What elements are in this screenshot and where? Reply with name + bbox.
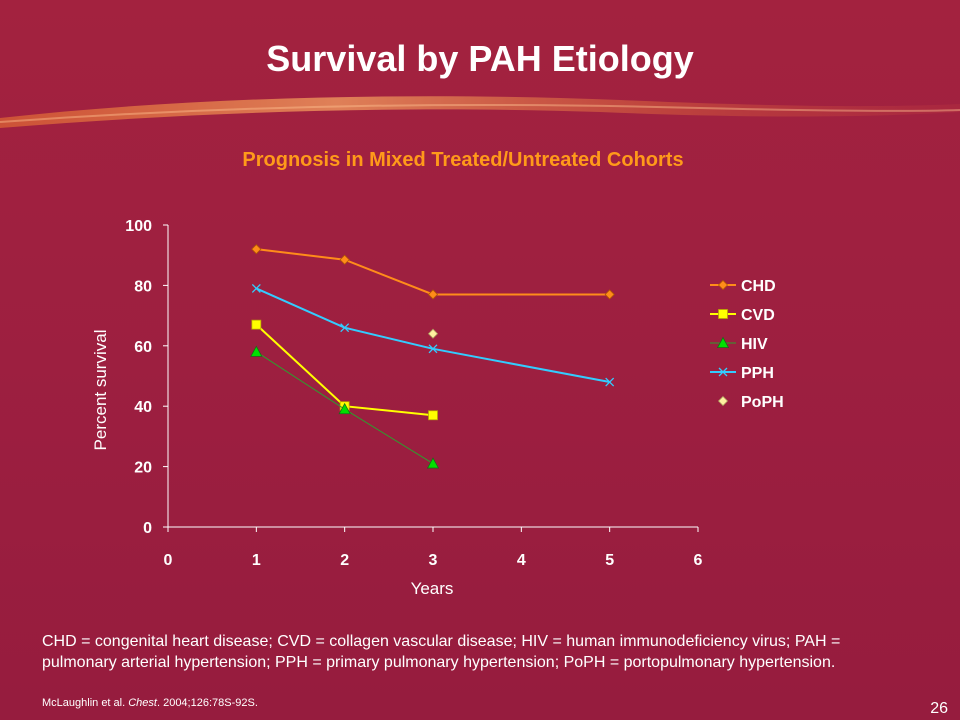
legend-marker-cvd (718, 309, 728, 319)
legend-item-hiv: HIV (710, 336, 768, 353)
slide-title: Survival by PAH Etiology (266, 38, 694, 79)
x-tick-label: 5 (605, 552, 614, 569)
x-tick-label: 1 (252, 552, 261, 569)
page-number: 26 (930, 700, 948, 717)
citation-details: . 2004;126:78S-92S. (156, 697, 258, 709)
abbreviations-footnote: CHD = congenital heart disease; CVD = co… (42, 633, 841, 671)
citation-journal: Chest (128, 697, 157, 709)
y-tick-label: 40 (134, 399, 152, 416)
legend: CHD CVD HIV PPH PoPH (710, 278, 784, 411)
data-point-pph (605, 377, 615, 387)
y-axis-label: Percent survival (91, 330, 110, 451)
series-poph (427, 328, 439, 339)
legend-marker-chd (717, 279, 729, 291)
data-point-pph (251, 283, 261, 293)
data-point-cvd (251, 319, 262, 330)
y-tick-label: 100 (125, 218, 152, 235)
chart-subtitle: Prognosis in Mixed Treated/Untreated Coh… (242, 149, 684, 171)
data-point-hiv (338, 402, 351, 415)
data-point-hiv (250, 345, 263, 357)
series-chd (251, 244, 615, 300)
y-tick-label: 0 (143, 520, 152, 537)
y-tick-label: 60 (134, 339, 152, 356)
legend-marker-poph (717, 395, 729, 407)
legend-label-hiv: HIV (741, 336, 768, 353)
legend-label-chd: CHD (741, 278, 776, 295)
legend-item-chd: CHD (710, 278, 776, 295)
x-tick-label: 6 (694, 552, 703, 569)
x-tick-label: 3 (429, 552, 438, 569)
x-tick-label: 2 (340, 552, 349, 569)
data-point-poph (427, 328, 439, 339)
decorative-swoosh (0, 96, 960, 128)
series-pph (251, 283, 615, 387)
x-tick-label: 0 (164, 552, 173, 569)
y-tick-label: 20 (134, 460, 152, 477)
axis-ticks: 0 20 40 60 80 100 0 1 2 3 4 5 6 (125, 218, 702, 569)
legend-label-pph: PPH (741, 365, 774, 382)
data-point-chd (604, 289, 615, 300)
data-point-hiv (426, 457, 440, 469)
series-line-pph (255, 287, 610, 384)
x-axis-label: Years (411, 579, 454, 598)
citation-authors: McLaughlin et al. (42, 697, 129, 709)
data-point-chd (251, 244, 262, 255)
series-hiv (250, 345, 440, 469)
data-point-pph (428, 344, 438, 354)
legend-item-cvd: CVD (710, 307, 775, 324)
y-tick-label: 80 (134, 278, 152, 295)
data-point-pph (340, 323, 350, 333)
citation: McLaughlin et al. Chest. 2004;126:78S-92… (42, 697, 258, 709)
series-line-chd (256, 248, 610, 296)
legend-item-poph: PoPH (717, 394, 784, 411)
data-point-chd (427, 289, 439, 300)
legend-label-poph: PoPH (741, 394, 784, 411)
x-tick-label: 4 (517, 552, 526, 569)
series-layer (250, 244, 615, 469)
legend-marker-pph (718, 367, 728, 377)
legend-item-pph: PPH (710, 365, 774, 382)
data-point-cvd (428, 410, 438, 421)
legend-label-cvd: CVD (741, 307, 775, 324)
legend-marker-hiv (716, 336, 730, 348)
data-point-chd (339, 254, 350, 265)
